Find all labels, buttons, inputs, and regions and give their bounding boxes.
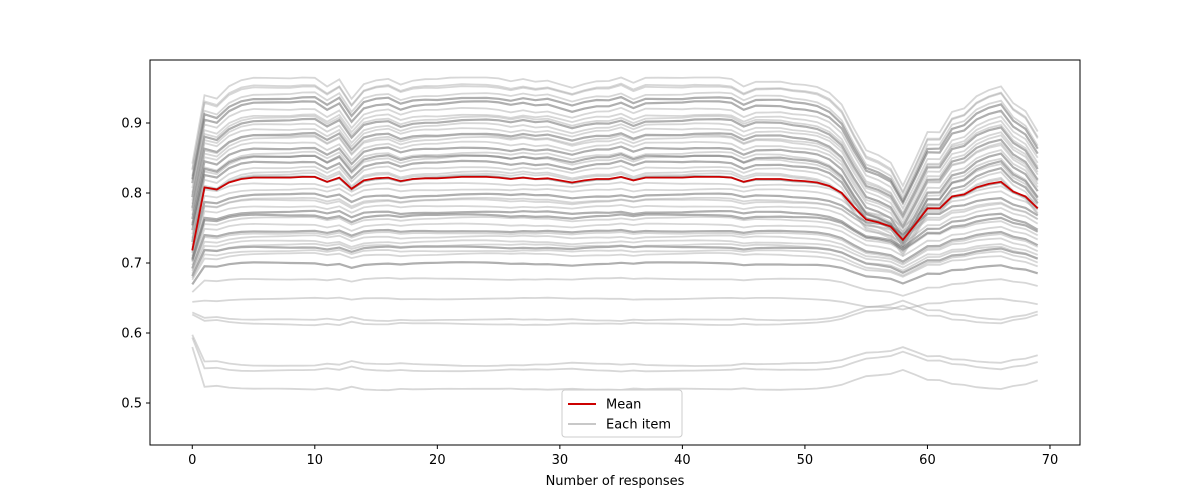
item-series-line	[191, 135, 1039, 231]
item-series-line	[191, 159, 1039, 249]
x-tick-label: 40	[674, 453, 691, 468]
item-series-line	[191, 84, 1039, 196]
item-series-line	[191, 231, 1039, 270]
item-series-line	[191, 215, 1039, 263]
y-tick-label: 0.9	[121, 117, 142, 132]
item-series-line	[191, 252, 1039, 281]
item-series-line	[191, 209, 1039, 260]
item-series-line	[192, 296, 1038, 311]
item-series-line	[191, 248, 1039, 279]
item-series-line	[191, 133, 1039, 229]
item-series-line	[191, 115, 1039, 216]
item-series-line	[191, 91, 1039, 200]
x-tick-label: 20	[429, 453, 446, 468]
item-series-line	[191, 165, 1039, 253]
legend-mean-label: Mean	[606, 398, 641, 413]
legend: Mean Each item	[561, 389, 683, 438]
x-tick-label: 10	[307, 453, 324, 468]
item-series-line	[191, 204, 1039, 257]
item-series-line	[191, 95, 1039, 204]
item-series-line	[191, 228, 1039, 269]
item-series-line	[191, 131, 1039, 229]
item-series-line	[191, 242, 1039, 276]
item-series-line	[191, 82, 1039, 194]
x-tick-label: 0	[188, 453, 196, 468]
x-axis: 0 10 20 30 40 50 60 70	[188, 445, 1058, 468]
mean-line	[191, 175, 1039, 251]
item-series-line	[191, 213, 1039, 261]
y-tick-label: 0.6	[121, 327, 142, 342]
x-tick-label: 30	[552, 453, 569, 468]
plot-frame	[149, 59, 1081, 446]
item-lines	[191, 76, 1039, 392]
x-tick-label: 70	[1042, 453, 1059, 468]
y-axis: 0.5 0.6 0.7 0.8 0.9	[121, 117, 150, 412]
y-tick-label: 0.8	[121, 187, 142, 202]
item-series-line	[191, 334, 1038, 367]
item-series-line	[191, 222, 1039, 266]
item-series-line	[191, 112, 1039, 216]
item-series-line	[191, 276, 1038, 297]
item-series-line	[191, 304, 1038, 327]
y-tick-label: 0.5	[121, 397, 142, 412]
item-series-line	[191, 187, 1039, 248]
item-series-line	[191, 122, 1039, 221]
x-tick-label: 50	[797, 453, 814, 468]
item-series-line	[191, 299, 1038, 322]
x-tick-label: 60	[919, 453, 936, 468]
item-series-line	[191, 145, 1039, 240]
item-series-line	[191, 126, 1039, 225]
y-tick-label: 0.7	[121, 257, 142, 272]
legend-items-label: Each item	[606, 418, 671, 433]
item-series-line	[191, 239, 1039, 274]
x-axis-title: Number of responses	[546, 474, 685, 489]
mean-series-line	[191, 175, 1039, 251]
item-series-line	[191, 234, 1039, 272]
item-series-line	[191, 181, 1039, 245]
item-series-line	[191, 140, 1039, 235]
item-series-line	[191, 337, 1038, 373]
item-series-line	[191, 261, 1039, 286]
item-series-line	[191, 192, 1039, 251]
item-series-line	[191, 106, 1039, 211]
item-series-line	[191, 76, 1039, 188]
item-series-line	[191, 117, 1039, 219]
item-series-line	[191, 244, 1039, 277]
legend-box	[561, 389, 683, 438]
